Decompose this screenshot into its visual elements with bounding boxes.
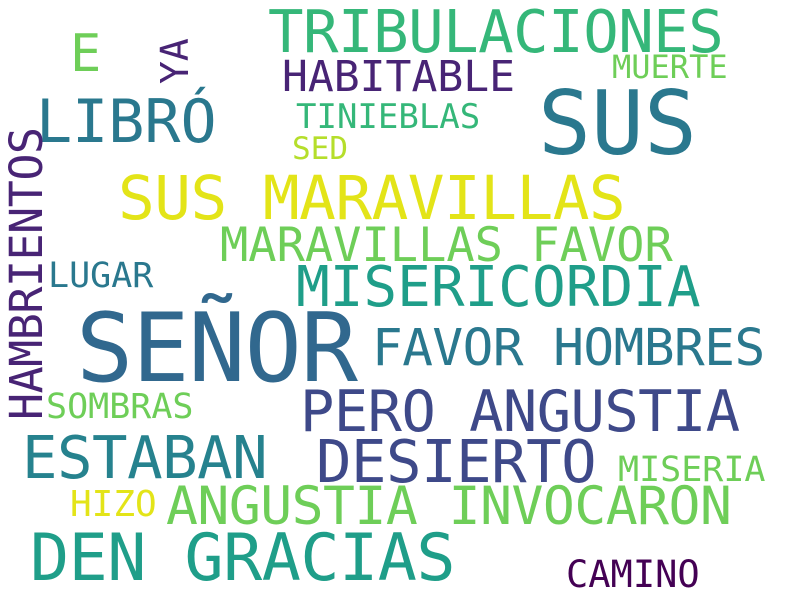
word-muerte: MUERTE (612, 48, 728, 86)
word-hambrientos: HAMBRIENTOS (0, 127, 53, 420)
word-tinieblas: TINIEBLAS (296, 97, 481, 137)
word-lugar: LUGAR (48, 256, 154, 296)
word-libro: LIBRÓ (36, 87, 217, 157)
word-maravillas-favor: MARAVILLAS FAVOR (220, 218, 673, 273)
word-sus-maravillas: SUS MARAVILLAS (118, 163, 626, 234)
word-sombras: SOMBRAS (46, 387, 194, 427)
word-sus: SUS (538, 72, 697, 175)
word-sed: SED (292, 131, 348, 167)
word-habitable: HABITABLE (282, 52, 515, 102)
word-angustia-invocaron: ANGUSTIA INVOCARON (166, 476, 732, 537)
word-favor-hombres: FAVOR HOMBRES (372, 319, 765, 378)
word-hizo: HIZO (70, 484, 157, 525)
word-estaban: ESTABAN (22, 423, 268, 492)
word-senor: SEÑOR (76, 294, 358, 404)
word-camino: CAMINO (566, 553, 700, 596)
word-e: E (70, 24, 102, 84)
word-ya: YA (153, 38, 197, 84)
word-pero-angustia: PERO ANGUSTIA (300, 379, 740, 445)
word-desierto: DESIERTO (316, 427, 597, 496)
word-miseria: MISERIA (618, 450, 766, 490)
word-misericordia: MISERICORDIA (296, 255, 701, 320)
word-den-gracias: DEN GRACIAS (30, 521, 455, 596)
word-tribulaciones: TRIBULACIONES (268, 0, 724, 66)
